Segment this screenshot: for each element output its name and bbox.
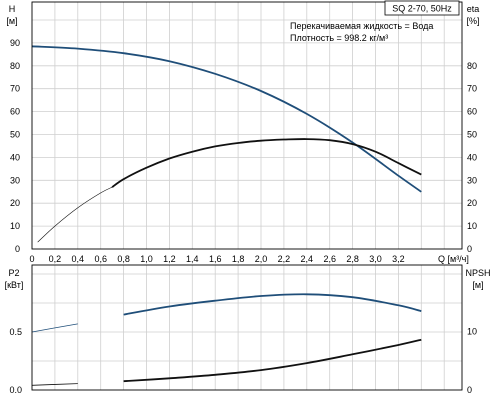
x-tick: 0,4 (72, 254, 85, 264)
annotation-liquid: Перекачиваемая жидкость = Вода (290, 21, 433, 31)
y-tick-right: 60 (467, 107, 477, 117)
x-label: Q [м³/ч] (438, 254, 469, 264)
x-tick: 0 (29, 254, 34, 264)
y-tick-left: 60 (10, 107, 20, 117)
y-label-right-bottom-unit: [м] (472, 280, 483, 290)
y-tick-left: 30 (10, 175, 20, 185)
y-tick-right: 0 (467, 385, 472, 395)
x-tick: 2,2 (278, 254, 291, 264)
y-tick-right: 0 (467, 244, 472, 254)
npsh-curve-extrapolated (31, 383, 78, 386)
y-tick-left: 40 (10, 152, 20, 162)
y-tick-right: 80 (467, 61, 477, 71)
top-plot-frame (31, 1, 463, 250)
y-label-left-bottom: P2 (8, 268, 19, 278)
y-label-left-top: H (9, 4, 16, 14)
y-tick-right: 10 (467, 327, 477, 337)
grid-layer (32, 2, 462, 390)
power-curve-extrapolated (31, 323, 78, 333)
x-tick: 1,8 (232, 254, 245, 264)
y-label-right-bottom: NPSH (465, 268, 490, 278)
x-tick: 2,6 (323, 254, 336, 264)
y-tick-right: 20 (467, 198, 477, 208)
y-tick-right: 30 (467, 175, 477, 185)
x-tick: 3,2 (392, 254, 405, 264)
y-tick-left: 70 (10, 84, 20, 94)
x-tick: 0,8 (117, 254, 130, 264)
x-tick: 3,0 (369, 254, 382, 264)
y-label-left-bottom-unit: [кВт] (5, 280, 24, 290)
y-label-right-top: eta (467, 4, 480, 14)
y-tick-right: 50 (467, 130, 477, 140)
y-label-left-top-unit: [м] (6, 16, 17, 26)
efficiency-curve-extrapolated (37, 186, 113, 243)
x-tick: 1,2 (163, 254, 176, 264)
y-tick-left: 0 (15, 244, 20, 254)
y-tick-left: 0.0 (9, 385, 22, 395)
x-tick: 1,0 (140, 254, 153, 264)
frame-layer (31, 0, 463, 391)
y-tick-left: 50 (10, 130, 20, 140)
y-tick-left: 90 (10, 38, 20, 48)
y-tick-right: 10 (467, 221, 477, 231)
power-curve (123, 293, 422, 316)
y-label-right-top-unit: [%] (466, 16, 479, 26)
text-layer: SQ 2-70, 50Hz Перекачиваемая жидкость = В… (5, 4, 491, 396)
head-curve (31, 45, 422, 193)
y-tick-right: 70 (467, 84, 477, 94)
x-tick: 1,6 (209, 254, 222, 264)
npsh-curve (123, 338, 422, 383)
bottom-plot-frame (31, 264, 463, 391)
curve-layer (31, 45, 422, 386)
y-tick-left: 10 (10, 221, 20, 231)
y-tick-left: 20 (10, 198, 20, 208)
y-tick-right: 40 (467, 152, 477, 162)
y-tick-left: 0.5 (9, 327, 22, 337)
x-tick: 1,4 (186, 254, 199, 264)
x-tick: 0,6 (94, 254, 107, 264)
x-tick: 2,4 (301, 254, 314, 264)
x-tick: 0,2 (49, 254, 62, 264)
title-box (384, 0, 460, 16)
annotation-density: Плотность = 998.2 кг/м³ (290, 33, 388, 43)
y-tick-left: 80 (10, 61, 20, 71)
chart-title: SQ 2-70, 50Hz (392, 4, 452, 14)
x-tick: 2,8 (346, 254, 359, 264)
efficiency-curve (111, 138, 422, 188)
x-tick: 2,0 (255, 254, 268, 264)
